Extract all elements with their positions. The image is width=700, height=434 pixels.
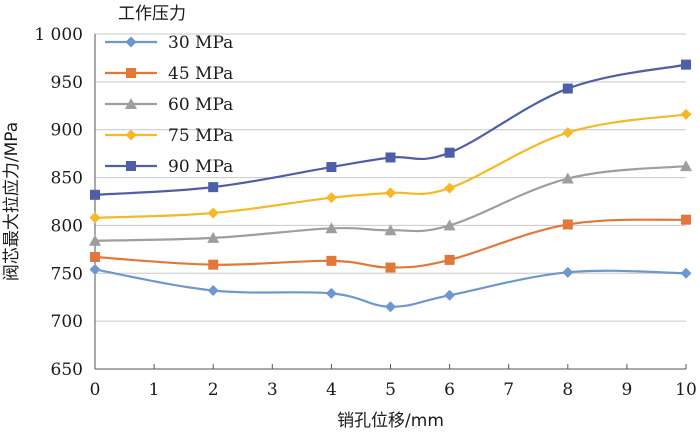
y-tick-label: 800: [51, 216, 83, 236]
x-axis-title: 销孔位移/mm: [337, 411, 444, 431]
data-point: [89, 212, 101, 224]
data-point: [561, 172, 574, 184]
x-tick-label: 9: [621, 380, 632, 400]
legend-marker: [125, 129, 137, 141]
data-point: [90, 189, 100, 200]
data-point: [562, 219, 573, 230]
legend: 工作压力 30 MPa 45 MPa 60 MPa 75 MPa 90 MPa: [105, 4, 233, 177]
x-tick-label: 2: [208, 380, 219, 400]
axes: 650 700 750 800 850 900 950 1 000 0 1 2 3 4 5 6 7 8 9 10: [34, 25, 696, 400]
legend-item: 90 MPa: [105, 157, 233, 177]
data-point: [208, 259, 219, 270]
data-point: [681, 214, 691, 225]
data-point: [681, 59, 691, 70]
data-point: [444, 289, 456, 301]
y-tick-label: 1 000: [34, 25, 83, 45]
data-point: [444, 254, 455, 265]
data-point: [325, 192, 337, 204]
data-point: [562, 83, 573, 94]
y-tick-label: 650: [51, 360, 83, 380]
data-point: [90, 252, 100, 263]
series-90-mpa: [90, 59, 691, 200]
x-tick-label: 5: [385, 380, 396, 400]
x-tick-label: 7: [503, 380, 514, 400]
data-point: [207, 231, 220, 243]
legend-label: 45 MPa: [168, 64, 233, 84]
legend-item: 45 MPa: [105, 64, 233, 84]
series-60-mpa: [89, 160, 692, 246]
legend-label: 90 MPa: [168, 157, 233, 177]
legend-marker: [126, 68, 136, 78]
data-point: [89, 263, 101, 275]
series-45-mpa: [90, 214, 691, 273]
y-tick-label: 750: [51, 264, 83, 284]
y-tick-label: 900: [51, 121, 83, 141]
series: [89, 59, 692, 313]
data-point: [208, 182, 219, 193]
x-tick-label: 10: [675, 380, 697, 400]
y-axis-title: 阀芯最大拉应力/MPa: [2, 122, 22, 281]
y-tick-label: 850: [51, 169, 83, 189]
data-point: [562, 266, 574, 278]
legend-title: 工作压力: [118, 4, 186, 24]
legend-marker: [125, 36, 137, 48]
legend-item: 75 MPa: [105, 126, 233, 146]
x-tick-label: 6: [444, 380, 455, 400]
data-point: [207, 285, 219, 297]
x-tick-label: 4: [326, 380, 337, 400]
data-point: [562, 127, 574, 139]
x-tick-label: 1: [149, 380, 160, 400]
data-point: [443, 219, 456, 231]
data-point: [325, 287, 337, 299]
series-line: [94, 268, 687, 308]
data-point: [326, 162, 337, 173]
data-point: [680, 160, 692, 172]
legend-item: 60 MPa: [105, 95, 233, 115]
series-30-mpa: [89, 263, 692, 313]
data-point: [680, 267, 692, 279]
data-point: [207, 207, 219, 219]
data-point: [384, 224, 397, 236]
legend-marker: [126, 161, 136, 171]
data-point: [680, 108, 692, 120]
x-tick-label: 0: [90, 380, 101, 400]
data-point: [385, 152, 396, 163]
series-75-mpa: [89, 108, 692, 224]
data-point: [385, 301, 396, 313]
legend-marker: [125, 98, 137, 109]
data-point: [385, 187, 396, 199]
legend-label: 75 MPa: [168, 126, 233, 146]
legend-label: 30 MPa: [168, 33, 233, 53]
data-point: [89, 234, 101, 246]
data-point: [326, 255, 337, 266]
legend-item: 30 MPa: [105, 33, 233, 53]
y-tick-label: 700: [51, 312, 83, 332]
x-tick-label: 3: [267, 380, 278, 400]
legend-label: 60 MPa: [168, 95, 233, 115]
y-tick-label: 950: [51, 73, 83, 93]
data-point: [325, 222, 338, 234]
data-point: [444, 182, 456, 194]
x-tick-label: 8: [562, 380, 573, 400]
data-point: [385, 262, 396, 273]
data-point: [444, 147, 455, 158]
